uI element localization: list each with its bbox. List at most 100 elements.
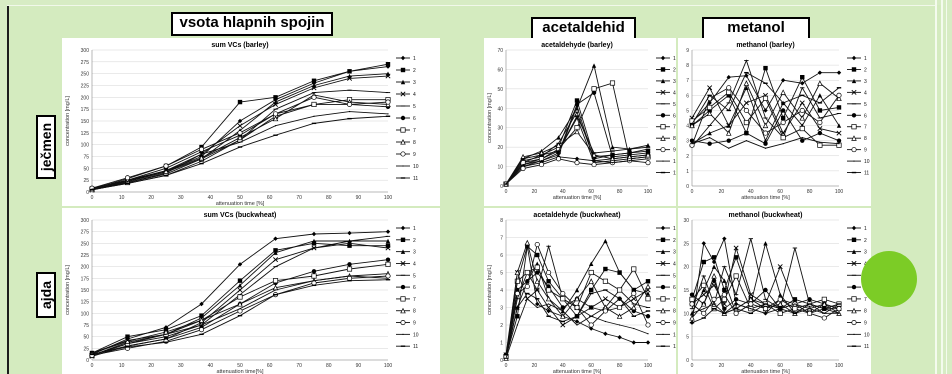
- data-point: [838, 312, 840, 314]
- x-tick-label: 40: [560, 363, 566, 369]
- x-tick-label: 90: [356, 195, 362, 201]
- data-point: [311, 241, 317, 246]
- x-tick-label: 0: [505, 189, 508, 195]
- legend-label: 10: [413, 164, 419, 170]
- data-point: [347, 243, 352, 248]
- data-point: [689, 301, 695, 307]
- data-point: [691, 312, 693, 314]
- data-point: [722, 287, 727, 293]
- data-point: [763, 287, 768, 293]
- legend-marker: [660, 260, 666, 266]
- data-point: [701, 259, 706, 265]
- series-line-11: [91, 279, 389, 355]
- legend-label: 1: [673, 226, 676, 232]
- data-point: [711, 273, 717, 279]
- data-point: [780, 108, 786, 113]
- data-point: [124, 175, 131, 181]
- legend-label: 2: [673, 238, 676, 244]
- data-point: [780, 89, 786, 95]
- right-decor-line-1: [935, 0, 937, 374]
- data-point: [744, 130, 749, 136]
- series-line-1: [91, 66, 389, 189]
- data-point: [560, 313, 566, 319]
- data-point: [711, 296, 717, 302]
- x-tick-label: 20: [719, 189, 725, 195]
- legend-marker: [400, 79, 406, 85]
- data-point: [514, 278, 520, 284]
- y-tick-label: 5: [686, 108, 689, 114]
- legend-marker: [660, 147, 666, 153]
- data-point: [807, 297, 812, 302]
- legend-label: 1: [673, 56, 676, 62]
- data-point: [733, 297, 739, 302]
- legend-marker: [851, 237, 857, 243]
- data-point: [817, 70, 823, 75]
- data-point: [237, 118, 243, 124]
- legend-marker: [402, 333, 404, 335]
- data-point: [762, 122, 769, 129]
- data-point: [574, 287, 580, 293]
- chart-title: sum VCs (barley): [211, 42, 268, 49]
- data-point: [750, 308, 752, 310]
- data-point: [726, 85, 732, 91]
- x-tick-label: 80: [326, 195, 332, 201]
- data-point: [237, 301, 243, 307]
- data-point: [800, 138, 805, 143]
- legend-label: 4: [673, 90, 676, 96]
- data-point: [800, 75, 805, 80]
- data-point: [807, 310, 813, 316]
- legend-label: 11: [673, 171, 676, 177]
- data-point: [617, 270, 622, 275]
- data-point: [515, 314, 520, 319]
- legend-label: 4: [413, 261, 416, 267]
- legend-marker: [660, 284, 666, 290]
- data-point: [780, 78, 786, 83]
- y-tick-label: 100: [81, 143, 90, 149]
- data-point: [347, 75, 353, 81]
- y-tick-label: 150: [81, 288, 90, 294]
- legend-marker: [402, 165, 404, 167]
- legend-label: 6: [413, 116, 416, 122]
- legend-label: 3: [864, 250, 867, 256]
- y-tick-label: 25: [83, 178, 89, 184]
- data-point: [735, 303, 737, 305]
- data-point: [125, 334, 130, 339]
- legend-marker: [400, 151, 406, 157]
- data-point: [689, 142, 695, 148]
- data-point: [163, 163, 169, 169]
- x-tick-label: 30: [178, 195, 184, 201]
- x-tick-label: 0: [91, 363, 94, 369]
- right-decor-line-3: [946, 0, 947, 374]
- data-point: [701, 282, 707, 288]
- data-point: [198, 146, 205, 152]
- data-point: [548, 303, 550, 305]
- data-point: [817, 93, 823, 98]
- legend-label: 10: [864, 332, 870, 338]
- data-point: [346, 101, 353, 107]
- data-point: [273, 95, 278, 100]
- data-point: [385, 238, 391, 244]
- data-point: [645, 279, 651, 284]
- data-point: [610, 144, 615, 150]
- data-point: [628, 160, 631, 162]
- data-point: [711, 264, 717, 269]
- y-tick-label: 3: [686, 139, 689, 145]
- data-point: [777, 310, 783, 316]
- data-point: [726, 75, 731, 80]
- x-tick-label: 70: [296, 195, 302, 201]
- x-tick-label: 60: [588, 363, 594, 369]
- data-point: [603, 238, 608, 244]
- legend-marker: [662, 160, 664, 162]
- x-tick-label: 80: [807, 363, 813, 369]
- data-point: [836, 105, 842, 110]
- legend-label: 6: [864, 113, 867, 119]
- data-point: [611, 162, 614, 164]
- legend-marker: [851, 55, 857, 61]
- data-point: [524, 283, 530, 290]
- row-label-barley: ječmen: [36, 115, 56, 179]
- legend-label: 5: [413, 273, 416, 279]
- data-point: [617, 304, 623, 311]
- x-tick-label: 70: [296, 363, 302, 369]
- data-point: [237, 287, 243, 293]
- x-tick-label: 0: [691, 189, 694, 195]
